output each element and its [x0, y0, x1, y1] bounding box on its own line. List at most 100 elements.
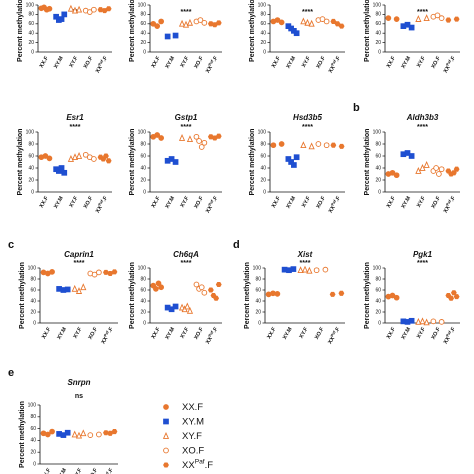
- label-sup: Paf: [446, 59, 453, 67]
- x-tick-label: XXPaf.F: [327, 194, 343, 214]
- label-part: XX.F: [151, 195, 163, 209]
- y-tick-label: 40: [30, 438, 36, 444]
- data-point: [453, 294, 460, 300]
- data-point: [184, 302, 191, 310]
- y-tick-label: 40: [375, 31, 381, 37]
- x-tick-label: XY.F: [73, 467, 84, 474]
- x-tick-label: XY.F: [416, 326, 427, 340]
- x-tick-label: XX.F: [386, 55, 398, 69]
- label-part: XY.M: [165, 195, 177, 209]
- y-tick-label: 80: [255, 276, 261, 282]
- label-part: XY.M: [54, 195, 66, 209]
- label-part: XY.M: [401, 195, 413, 209]
- data-point: [193, 281, 200, 288]
- data-point: [306, 266, 313, 274]
- data-point: [338, 290, 345, 296]
- label-part: XY.F: [182, 431, 202, 442]
- data-point: [198, 284, 205, 291]
- data-point: [61, 11, 68, 18]
- y-tick-label: 100: [138, 265, 147, 271]
- data-point: [408, 24, 415, 31]
- data-point: [107, 270, 114, 277]
- data-point: [301, 265, 309, 273]
- data-point: [71, 284, 78, 292]
- y-tick-label: 20: [140, 40, 146, 46]
- label-part: XO.F: [194, 326, 206, 341]
- y-tick-label: 40: [375, 298, 381, 304]
- y-tick-label: 20: [255, 309, 261, 315]
- data-point: [196, 138, 202, 144]
- data-point: [186, 306, 194, 314]
- x-tick-label: XXPaf.F: [100, 466, 116, 474]
- x-tick-label: XO.F: [314, 326, 326, 341]
- data-point: [67, 4, 75, 12]
- y-tick-label: 80: [28, 141, 34, 147]
- label-part: .F: [212, 326, 220, 334]
- y-tick-label: 0: [31, 49, 34, 55]
- label-sup: Paf: [208, 59, 215, 67]
- y-tick-label: 100: [28, 265, 37, 271]
- y-tick-label: 0: [378, 320, 381, 326]
- x-tick-label: XXPaf.F: [442, 194, 458, 214]
- label-part: .F: [335, 195, 343, 203]
- label-part: XX.F: [39, 55, 51, 69]
- y-tick-label: 80: [260, 141, 266, 147]
- label-part: XO.F: [182, 445, 204, 456]
- data-point: [423, 318, 430, 326]
- y-tick-label: 100: [138, 2, 147, 8]
- y-tick-label: 60: [28, 21, 34, 27]
- x-tick-label: XX.F: [271, 195, 283, 209]
- data-point: [91, 156, 97, 162]
- legend-marker: [163, 418, 169, 425]
- y-axis-label: Percent methylation: [19, 262, 26, 329]
- x-tick-label: XXPaf.F: [204, 54, 220, 74]
- y-tick-label: 0: [143, 49, 146, 55]
- x-tick-label: XY.F: [416, 55, 427, 69]
- legend-marker: [163, 404, 169, 410]
- x-tick-label: XX.F: [151, 326, 163, 340]
- panel-letter: b: [353, 102, 360, 114]
- data-point: [329, 291, 336, 297]
- y-axis-label: Percent methylation: [19, 401, 26, 468]
- data-point: [293, 154, 300, 161]
- label-part: XX.F: [41, 326, 53, 340]
- y-tick-label: 60: [30, 287, 36, 293]
- panel-letter: c: [8, 239, 14, 251]
- label-part: XY.F: [299, 326, 310, 340]
- label-part: .F: [335, 55, 343, 63]
- label-part: XX: [205, 65, 214, 75]
- significance: ****: [300, 260, 311, 267]
- data-point: [315, 141, 322, 147]
- y-tick-label: 100: [258, 2, 267, 8]
- data-point: [415, 317, 422, 325]
- y-tick-label: 20: [375, 177, 381, 183]
- label-part: .F: [450, 195, 458, 203]
- data-point: [186, 18, 194, 26]
- data-point: [323, 142, 330, 149]
- data-point: [322, 266, 329, 273]
- legend-marker: [162, 432, 170, 439]
- x-tick-label: XY.M: [165, 55, 177, 69]
- data-point: [75, 5, 83, 13]
- data-point: [168, 156, 175, 162]
- x-tick-label: XY.M: [57, 467, 69, 474]
- data-point: [71, 430, 78, 438]
- y-tick-label: 40: [260, 31, 266, 37]
- x-tick-label: XO.F: [88, 326, 100, 341]
- y-tick-label: 80: [375, 276, 381, 282]
- data-point: [338, 23, 345, 29]
- panel-title: Xist: [297, 250, 313, 259]
- y-tick-label: 0: [143, 320, 146, 326]
- x-tick-label: XX.F: [151, 55, 163, 69]
- data-point: [201, 139, 208, 146]
- x-tick-label: XO.F: [431, 195, 443, 210]
- label-part: XX: [443, 336, 452, 346]
- label-part: XX.F: [271, 55, 283, 69]
- x-tick-label: XY.F: [180, 326, 191, 340]
- data-point: [274, 291, 281, 297]
- data-point: [393, 16, 400, 22]
- data-point: [75, 152, 83, 159]
